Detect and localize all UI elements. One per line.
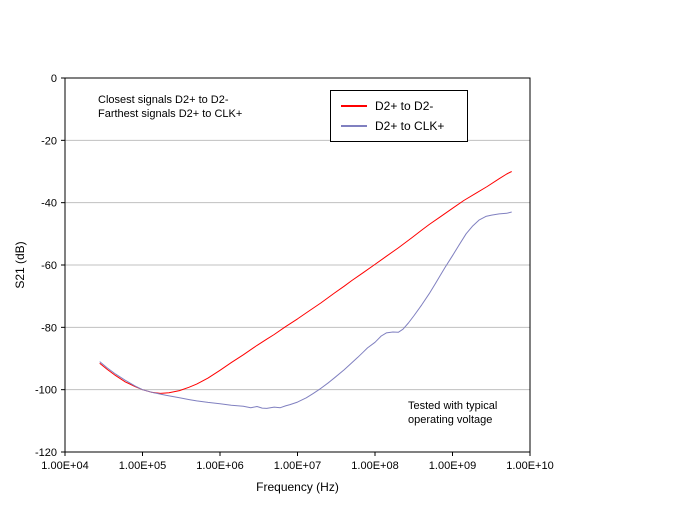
annotation-line: operating voltage: [408, 414, 493, 426]
x-tick-label: 1.00E+04: [41, 460, 88, 472]
x-tick-label: 1.00E+05: [119, 460, 166, 472]
x-tick-label: 1.00E+06: [196, 460, 243, 472]
x-tick-label: 1.00E+07: [274, 460, 321, 472]
y-tick-label: -80: [41, 322, 57, 334]
legend-line-sample-blue: [341, 125, 367, 127]
y-tick-label: -120: [35, 447, 57, 459]
annotation-line: Closest signals D2+ to D2-: [98, 94, 229, 106]
annotation-signal-note: Closest signals D2+ to D2- Farthest sign…: [98, 93, 242, 121]
y-tick-label: 0: [51, 73, 57, 85]
legend-item-d2-to-clk: D2+ to CLK+: [331, 116, 467, 136]
y-axis-title: S21 (dB): [13, 241, 27, 289]
y-tick-label: -60: [41, 260, 57, 272]
annotation-line: Tested with typical: [408, 400, 498, 412]
legend-line-sample-red: [341, 105, 367, 107]
x-tick-label: 1.00E+09: [429, 460, 476, 472]
y-tick-label: -20: [41, 135, 57, 147]
y-tick-label: -100: [35, 385, 57, 397]
legend: D2+ to D2- D2+ to CLK+: [330, 90, 468, 142]
series-line-d2-to-d2-: [99, 171, 512, 394]
series-line-d2-to-clk-: [99, 211, 512, 409]
legend-item-d2-to-d2: D2+ to D2-: [331, 96, 467, 116]
legend-label: D2+ to CLK+: [375, 119, 445, 133]
annotation-line: Farthest signals D2+ to CLK+: [98, 108, 243, 120]
annotation-test-condition: Tested with typical operating voltage: [408, 399, 497, 427]
x-axis-title: Frequency (Hz): [256, 480, 339, 494]
x-tick-label: 1.00E+10: [506, 460, 553, 472]
x-tick-label: 1.00E+08: [351, 460, 398, 472]
y-tick-label: -40: [41, 198, 57, 210]
legend-label: D2+ to D2-: [375, 99, 434, 113]
